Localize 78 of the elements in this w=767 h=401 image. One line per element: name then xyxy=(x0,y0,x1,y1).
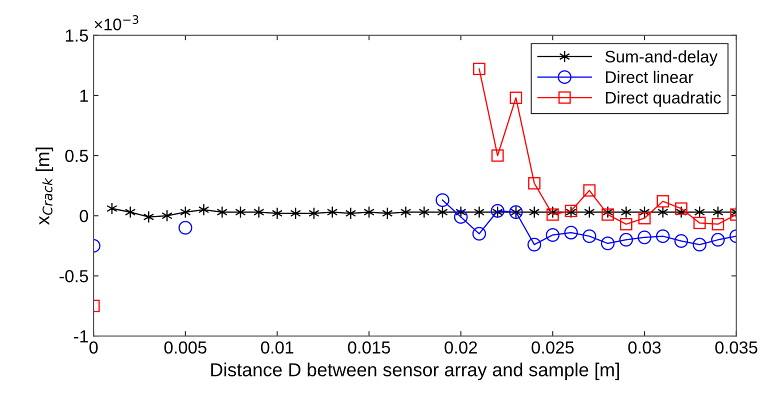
point xyxy=(290,207,302,220)
point xyxy=(693,216,706,230)
point xyxy=(400,206,412,218)
point xyxy=(474,206,485,218)
point xyxy=(546,208,559,221)
point xyxy=(656,195,670,208)
point xyxy=(326,206,338,218)
point xyxy=(712,206,724,218)
point xyxy=(584,206,595,218)
point xyxy=(364,206,374,218)
point xyxy=(455,206,466,218)
point xyxy=(382,207,393,220)
point xyxy=(308,207,320,220)
point xyxy=(345,207,356,220)
point xyxy=(712,218,724,230)
x-tick-label: 0.035 xyxy=(715,341,758,354)
y-tick-label: -1 xyxy=(74,330,88,342)
y-tick-label: 1.5 xyxy=(66,30,88,42)
point xyxy=(602,208,614,221)
x-axis-title: Distance D between sensor array and sample [m] xyxy=(211,362,619,380)
point xyxy=(582,229,596,244)
point xyxy=(656,229,670,244)
point xyxy=(676,206,687,218)
x-tick-label: 0.015 xyxy=(348,341,390,354)
x-tick-label: 0 xyxy=(89,341,98,354)
y-tick-label: -0.5 xyxy=(60,270,88,282)
x-tick-label: 0.005 xyxy=(164,341,206,354)
point xyxy=(106,202,118,215)
legend-label: Direct linear xyxy=(606,70,694,84)
point xyxy=(510,92,522,104)
point xyxy=(216,206,228,218)
y-axis-title: x$_{Crack}$ [m] xyxy=(36,148,54,225)
y-tick-label: 0.5 xyxy=(65,150,88,162)
point xyxy=(527,238,542,252)
point xyxy=(178,220,192,235)
x-tick-label: 0.03 xyxy=(628,341,661,354)
point xyxy=(437,206,448,218)
point xyxy=(436,193,450,207)
point xyxy=(619,232,634,247)
point xyxy=(235,206,246,218)
point xyxy=(198,204,210,216)
point xyxy=(418,206,430,218)
point xyxy=(546,228,560,242)
x-tick-label: 0.025 xyxy=(532,341,574,354)
point xyxy=(253,206,264,218)
point xyxy=(547,206,558,218)
point xyxy=(143,210,154,224)
point xyxy=(473,62,486,76)
y-tick-label: 0 xyxy=(80,210,88,222)
x-tick-label: 0.01 xyxy=(261,341,294,354)
legend-label: Direct quadratic xyxy=(606,91,721,107)
point xyxy=(600,236,615,250)
point xyxy=(162,210,172,222)
point xyxy=(639,206,650,218)
point xyxy=(675,202,688,215)
point xyxy=(638,212,651,224)
y-tick-label: 1 xyxy=(80,90,88,102)
point xyxy=(272,207,283,220)
text: ×10$^{−3}$ xyxy=(94,15,138,30)
point xyxy=(583,184,596,197)
point xyxy=(564,226,578,240)
point xyxy=(620,218,632,230)
x-tick-label: 0.02 xyxy=(444,341,477,354)
point xyxy=(694,206,706,218)
point xyxy=(528,177,540,190)
point xyxy=(602,206,614,218)
point xyxy=(180,206,191,218)
point xyxy=(472,226,486,241)
legend-label: Sum-and-delay xyxy=(605,50,718,66)
point xyxy=(620,206,632,218)
point xyxy=(692,238,706,252)
point xyxy=(124,206,136,218)
point xyxy=(674,234,688,248)
point xyxy=(638,230,652,244)
point xyxy=(528,206,540,218)
point xyxy=(711,232,725,247)
point xyxy=(454,210,468,224)
point xyxy=(491,149,504,162)
